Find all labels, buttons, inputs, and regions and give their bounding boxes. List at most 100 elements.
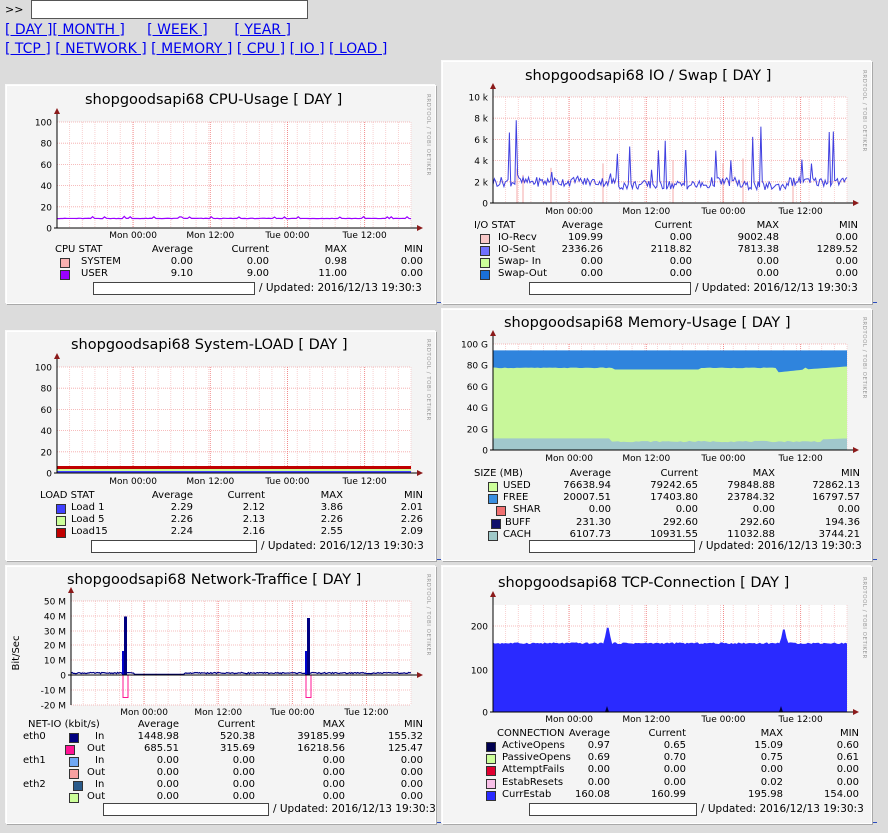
legend-value: 2336.26 (561, 244, 603, 255)
series-currestab (493, 627, 847, 712)
legend-value: 2.24 (170, 526, 193, 537)
legend-value: 79848.88 (727, 480, 775, 491)
nav-cpu-link[interactable]: [ CPU ] (236, 41, 286, 57)
nav-tcp-link[interactable]: [ TCP ] (5, 41, 51, 57)
legend-swatch (60, 270, 70, 280)
legend-value: 0.00 (400, 767, 423, 778)
series-activeopens (605, 706, 609, 712)
legend-value: 0.00 (580, 256, 603, 267)
legend-series-name: USED (503, 480, 531, 491)
legend-value: 2.01 (400, 502, 423, 513)
legend-header-col: MIN (838, 220, 858, 231)
legend-row: In 0.00 0.00 0.00 0.00 (7, 779, 437, 791)
legend-header-col: Current (227, 490, 265, 501)
legend-header-stat: CONNECTION (497, 728, 565, 739)
legend-value: 154.00 (824, 788, 859, 800)
legend-header-col: MIN (839, 728, 859, 739)
hostname-field[interactable] (91, 540, 257, 553)
y-tick-label: 100 (35, 119, 52, 129)
legend-value: 0.00 (835, 232, 858, 243)
legend-value: 0.70 (663, 752, 686, 764)
legend-value: 2.29 (170, 502, 193, 513)
y-tick-label: 80 G (467, 362, 488, 372)
y-tick-label: 40 (41, 427, 53, 437)
legend-swatch (480, 234, 490, 244)
legend-swatch (486, 790, 496, 801)
x-tick-label: Tue 00:00 (700, 454, 745, 464)
hostname-field[interactable] (93, 282, 255, 295)
nav-week-link[interactable]: [ WEEK ] (147, 22, 208, 38)
series-io-sent (492, 120, 848, 192)
y-tick-label: 4 k (474, 157, 489, 167)
hostname-field[interactable] (529, 282, 691, 295)
legend-header: I/O STAT Average Current MAX MIN (443, 220, 873, 232)
hostname-field[interactable] (529, 803, 697, 816)
nav-year-link[interactable]: [ YEAR ] (234, 22, 291, 38)
legend-series-name: ActiveOpens (502, 740, 565, 751)
legend-swatch (56, 516, 66, 526)
host-search-input[interactable] (31, 0, 308, 19)
legend-header-col: Average (568, 728, 610, 739)
legend-value: 3744.21 (818, 528, 860, 540)
legend-row: IO-Recv 109.99 0.00 9002.48 0.00 (443, 232, 873, 244)
corner-mark (873, 302, 877, 303)
legend-value: 315.69 (220, 743, 255, 754)
nav-io-link[interactable]: [ IO ] (289, 41, 325, 57)
y-axis-label: Bit/Sec (11, 636, 22, 671)
y-tick-label: 80 (41, 385, 53, 395)
legend-header-col: MAX (320, 490, 343, 501)
nav-memory-link[interactable]: [ MEMORY ] (151, 41, 233, 57)
legend-row: CurrEstab 160.08 160.99 195.98 154.00 (443, 789, 873, 801)
nav-month-link[interactable]: [ MONTH ] (52, 22, 125, 38)
x-tick-label: Tue 00:00 (269, 708, 314, 718)
hostname-field[interactable] (103, 803, 269, 816)
y-tick-label: 60 G (467, 383, 488, 393)
legend-value: 1448.98 (137, 731, 179, 742)
io-chart: 10 k 8 k 6 k 4 k 2 k 0 Mon 00:00 Mon 12:00 Tue 0… (468, 83, 859, 217)
legend-swatch (486, 778, 496, 789)
y-tick-label: -20 M (41, 702, 66, 712)
legend-value: 6107.73 (569, 528, 611, 540)
legend-row: PassiveOpens 0.69 0.70 0.75 0.61 (443, 752, 873, 765)
legend-swatch (496, 506, 506, 517)
legend-value: 0.00 (322, 791, 345, 802)
nav-day-link[interactable]: [ DAY ] (5, 22, 53, 38)
x-tick-label: Mon 00:00 (545, 454, 593, 464)
legend-value: 0.00 (232, 767, 255, 778)
nav-network-link[interactable]: [ NETWORK ] (55, 41, 147, 57)
legend-swatch (69, 757, 79, 767)
legend-swatch (480, 270, 490, 280)
y-tick-label: 40 (41, 182, 53, 192)
legend-value: 9.00 (246, 268, 269, 279)
legend-value: 9002.48 (737, 232, 779, 243)
legend-header-col: MAX (752, 468, 775, 479)
legend-value: 11032.88 (727, 528, 775, 540)
legend-value: 0.00 (580, 268, 603, 279)
x-tick-label: Tue 12:00 (778, 715, 823, 725)
legend-value: 0.00 (400, 779, 423, 790)
y-axis-arrow (54, 108, 60, 114)
legend-value: 0.00 (322, 767, 345, 778)
legend-value: 0.00 (156, 767, 179, 778)
y-tick-label: 0 (46, 470, 52, 480)
legend-header-col: Current (231, 244, 269, 255)
y-axis-arrow (490, 330, 496, 336)
legend-value: 15.09 (754, 740, 783, 751)
legend-header-stat: NET-IO (kbit/s) (28, 719, 100, 730)
io-panel-title: shopgoodsapi68 IO / Swap [ DAY ] (525, 68, 772, 84)
legend-value: 2.13 (242, 514, 265, 525)
x-tick-label: Mon 00:00 (545, 207, 593, 217)
network-traffic-panel: shopgoodsapi68 Network-Traffice [ DAY ] R… (6, 566, 441, 824)
legend-header-col: Average (137, 719, 179, 730)
legend-value: 0.00 (232, 791, 255, 802)
y-tick-label: 2 k (474, 178, 489, 188)
x-tick-label: Mon 12:00 (622, 715, 670, 725)
nav-load-link[interactable]: [ LOAD ] (329, 41, 388, 57)
hostname-field[interactable] (529, 540, 695, 553)
legend-value: 39185.99 (297, 731, 345, 742)
x-tick-label: Tue 12:00 (778, 207, 823, 217)
legend-value: 0.00 (170, 256, 193, 267)
legend-value: 0.00 (669, 268, 692, 279)
legend-swatch (480, 246, 490, 256)
io-swap-panel: shopgoodsapi68 IO / Swap [ DAY ] RRDTOOL … (442, 61, 877, 304)
